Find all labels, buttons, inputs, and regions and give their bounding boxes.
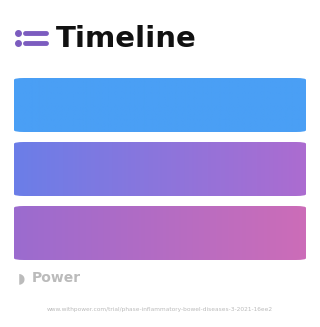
FancyBboxPatch shape [14, 78, 306, 132]
Text: ◗: ◗ [18, 271, 25, 285]
Text: Varies: Varies [245, 162, 290, 177]
Text: Screening ~: Screening ~ [30, 97, 120, 112]
Text: 1 year: 1 year [244, 226, 290, 240]
Text: Treatment ~: Treatment ~ [30, 162, 122, 177]
FancyBboxPatch shape [14, 142, 306, 196]
Text: 3 weeks: 3 weeks [230, 97, 290, 112]
Text: Timeline: Timeline [56, 25, 197, 53]
Text: Power: Power [32, 271, 81, 285]
FancyBboxPatch shape [14, 206, 306, 260]
Text: Follow ups ~: Follow ups ~ [30, 226, 124, 240]
Text: www.withpower.com/trial/phase-inflammatory-bowel-diseases-3-2021-16ee2: www.withpower.com/trial/phase-inflammato… [47, 307, 273, 313]
